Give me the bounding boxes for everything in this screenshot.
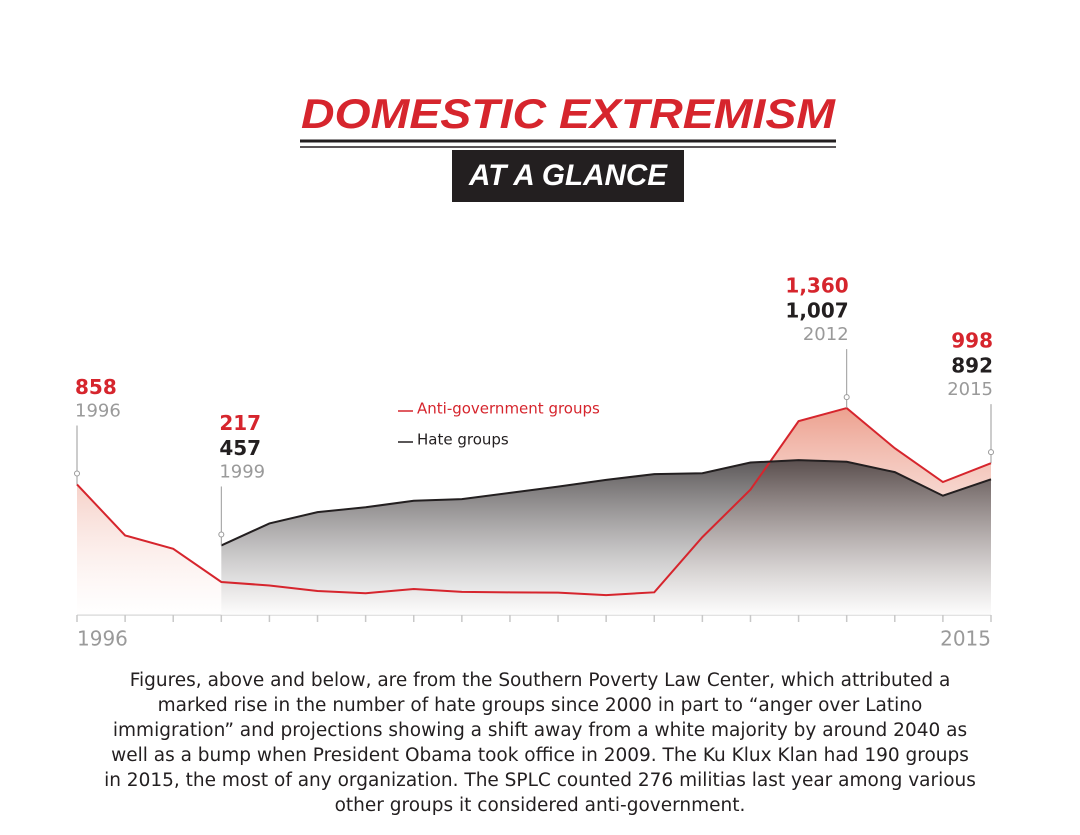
series-line (220, 459, 992, 547)
chart-subtitle: AT A GLANCE (468, 159, 668, 192)
annotation-value: 1,007 (785, 299, 848, 323)
chart: DOMESTIC EXTREMISM AT A GLANCE 1996 2015 1… (74, 90, 994, 651)
x-tick-label: 2015 (940, 627, 991, 651)
annotation-year: 2015 (947, 379, 993, 400)
series-line (76, 406, 992, 597)
pin-head (988, 449, 994, 456)
annotation-value: 457 (219, 436, 261, 460)
legend-label: Hate groups (417, 431, 509, 449)
annotation-year: 1996 (75, 400, 121, 421)
pin-head (218, 531, 225, 538)
annotation-year: 1999 (219, 461, 265, 482)
annotation-year: 2012 (803, 324, 849, 345)
caption: Figures, above and below, are from the S… (104, 670, 976, 816)
area-fill (221, 460, 991, 615)
subtitle-box (452, 150, 684, 202)
legend-label: Anti-government groups (417, 400, 600, 418)
pin-head (843, 394, 850, 401)
annotation-value: 998 (951, 329, 993, 353)
x-tick-label: 1996 (77, 627, 128, 651)
pin-head (74, 470, 80, 477)
annotation-value: 1,360 (785, 274, 848, 298)
annotation-value: 217 (219, 411, 261, 435)
annotation-value: 892 (951, 354, 993, 378)
chart-title: DOMESTIC EXTREMISM (301, 90, 836, 137)
annotation-value: 858 (75, 375, 117, 399)
